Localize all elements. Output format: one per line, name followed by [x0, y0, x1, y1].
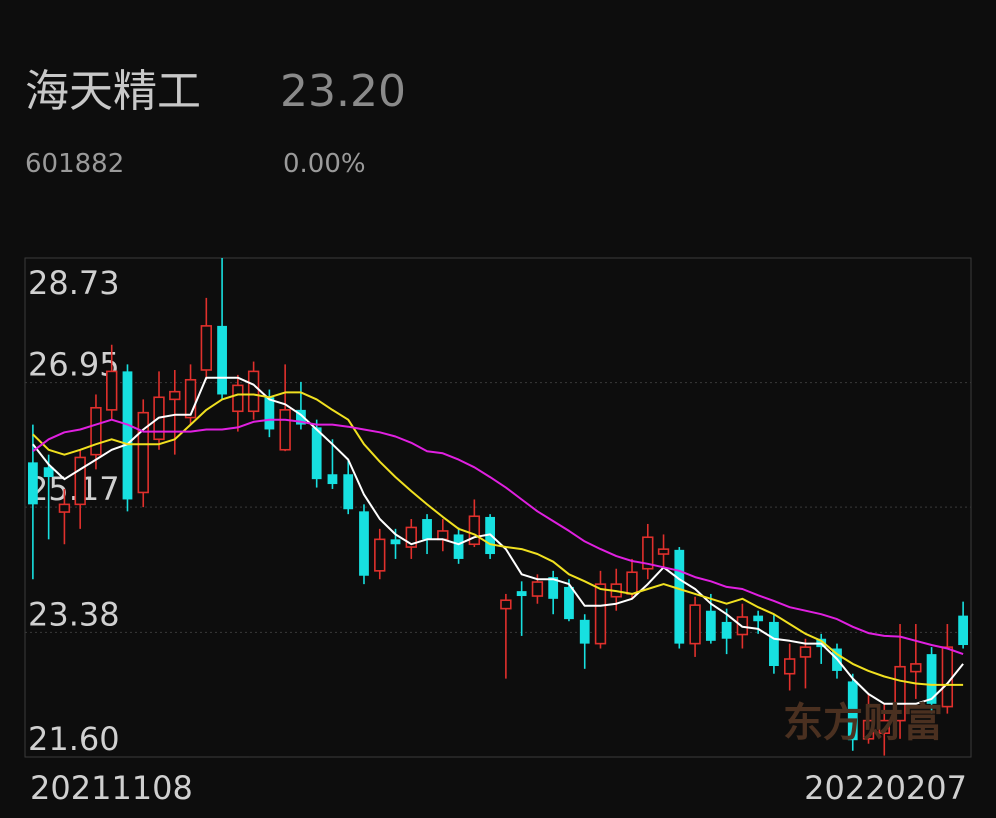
candle-body: [374, 538, 386, 572]
y-tick-label: 26.95: [28, 346, 120, 384]
candle-body: [847, 681, 858, 741]
candle-body: [90, 406, 102, 456]
candle-body: [184, 378, 197, 419]
candle-body: [516, 591, 527, 597]
candle-body: [531, 581, 544, 597]
moving-average-line: [32, 376, 964, 705]
moving-average-line: [32, 418, 964, 656]
candle-body: [390, 539, 401, 545]
candle-body: [422, 519, 432, 540]
candle-body: [200, 325, 213, 371]
moving-average-line: [32, 391, 964, 686]
stock-price: 23.20: [280, 66, 406, 117]
y-tick-label: 23.38: [28, 595, 120, 633]
candle-body: [594, 583, 607, 645]
candle-body: [343, 474, 354, 510]
candle-body: [359, 511, 369, 576]
candle-body: [405, 526, 417, 548]
candle-body: [106, 370, 118, 411]
candle-body: [169, 390, 181, 401]
candle-body: [437, 530, 449, 541]
x-tick-label: 20220207: [804, 769, 967, 807]
candle-body: [311, 427, 322, 480]
watermark: 东方财富: [783, 699, 943, 746]
candle-body: [327, 474, 338, 485]
candle-body: [862, 719, 875, 740]
candle-body: [642, 536, 654, 570]
candle-body: [783, 658, 796, 675]
candle-body: [579, 619, 590, 644]
candle-body: [910, 663, 922, 673]
candle-body: [626, 571, 638, 595]
y-tick-label: 25.17: [28, 470, 120, 508]
candle-body: [657, 548, 670, 555]
candle-body: [500, 599, 512, 610]
stock-code: 601882: [25, 149, 124, 179]
price-change: 0.00%: [283, 149, 366, 179]
candle-body: [264, 397, 275, 430]
candle-body: [137, 411, 149, 494]
x-tick-label: 20211108: [30, 769, 193, 807]
candle-body: [705, 610, 716, 641]
candle-body: [296, 409, 306, 425]
candle-body: [674, 549, 685, 644]
candle-body: [74, 456, 86, 506]
candle-body: [878, 719, 890, 735]
candle-body: [564, 586, 574, 620]
candle-body: [468, 515, 481, 546]
candle-body: [43, 467, 54, 478]
candle-body: [279, 409, 291, 451]
candle-body: [926, 654, 937, 704]
candle-body: [799, 646, 812, 658]
candle-body: [941, 646, 954, 708]
candle-body: [58, 503, 71, 513]
candle-body: [217, 325, 227, 395]
candle-body: [122, 371, 133, 500]
stock-name: 海天精工: [25, 66, 201, 117]
candle-body: [894, 665, 906, 722]
candle-body: [247, 370, 260, 413]
candle-body: [769, 621, 779, 667]
candle-body: [548, 577, 559, 599]
candle-body: [753, 615, 764, 622]
candle-body: [689, 604, 701, 645]
candle-body: [232, 384, 244, 413]
y-tick-label: 21.60: [28, 720, 120, 758]
candle-body: [958, 615, 969, 646]
candle-body: [721, 621, 732, 639]
candle-body: [27, 462, 38, 505]
y-tick-label: 28.73: [28, 264, 120, 302]
candle-body: [453, 534, 464, 559]
